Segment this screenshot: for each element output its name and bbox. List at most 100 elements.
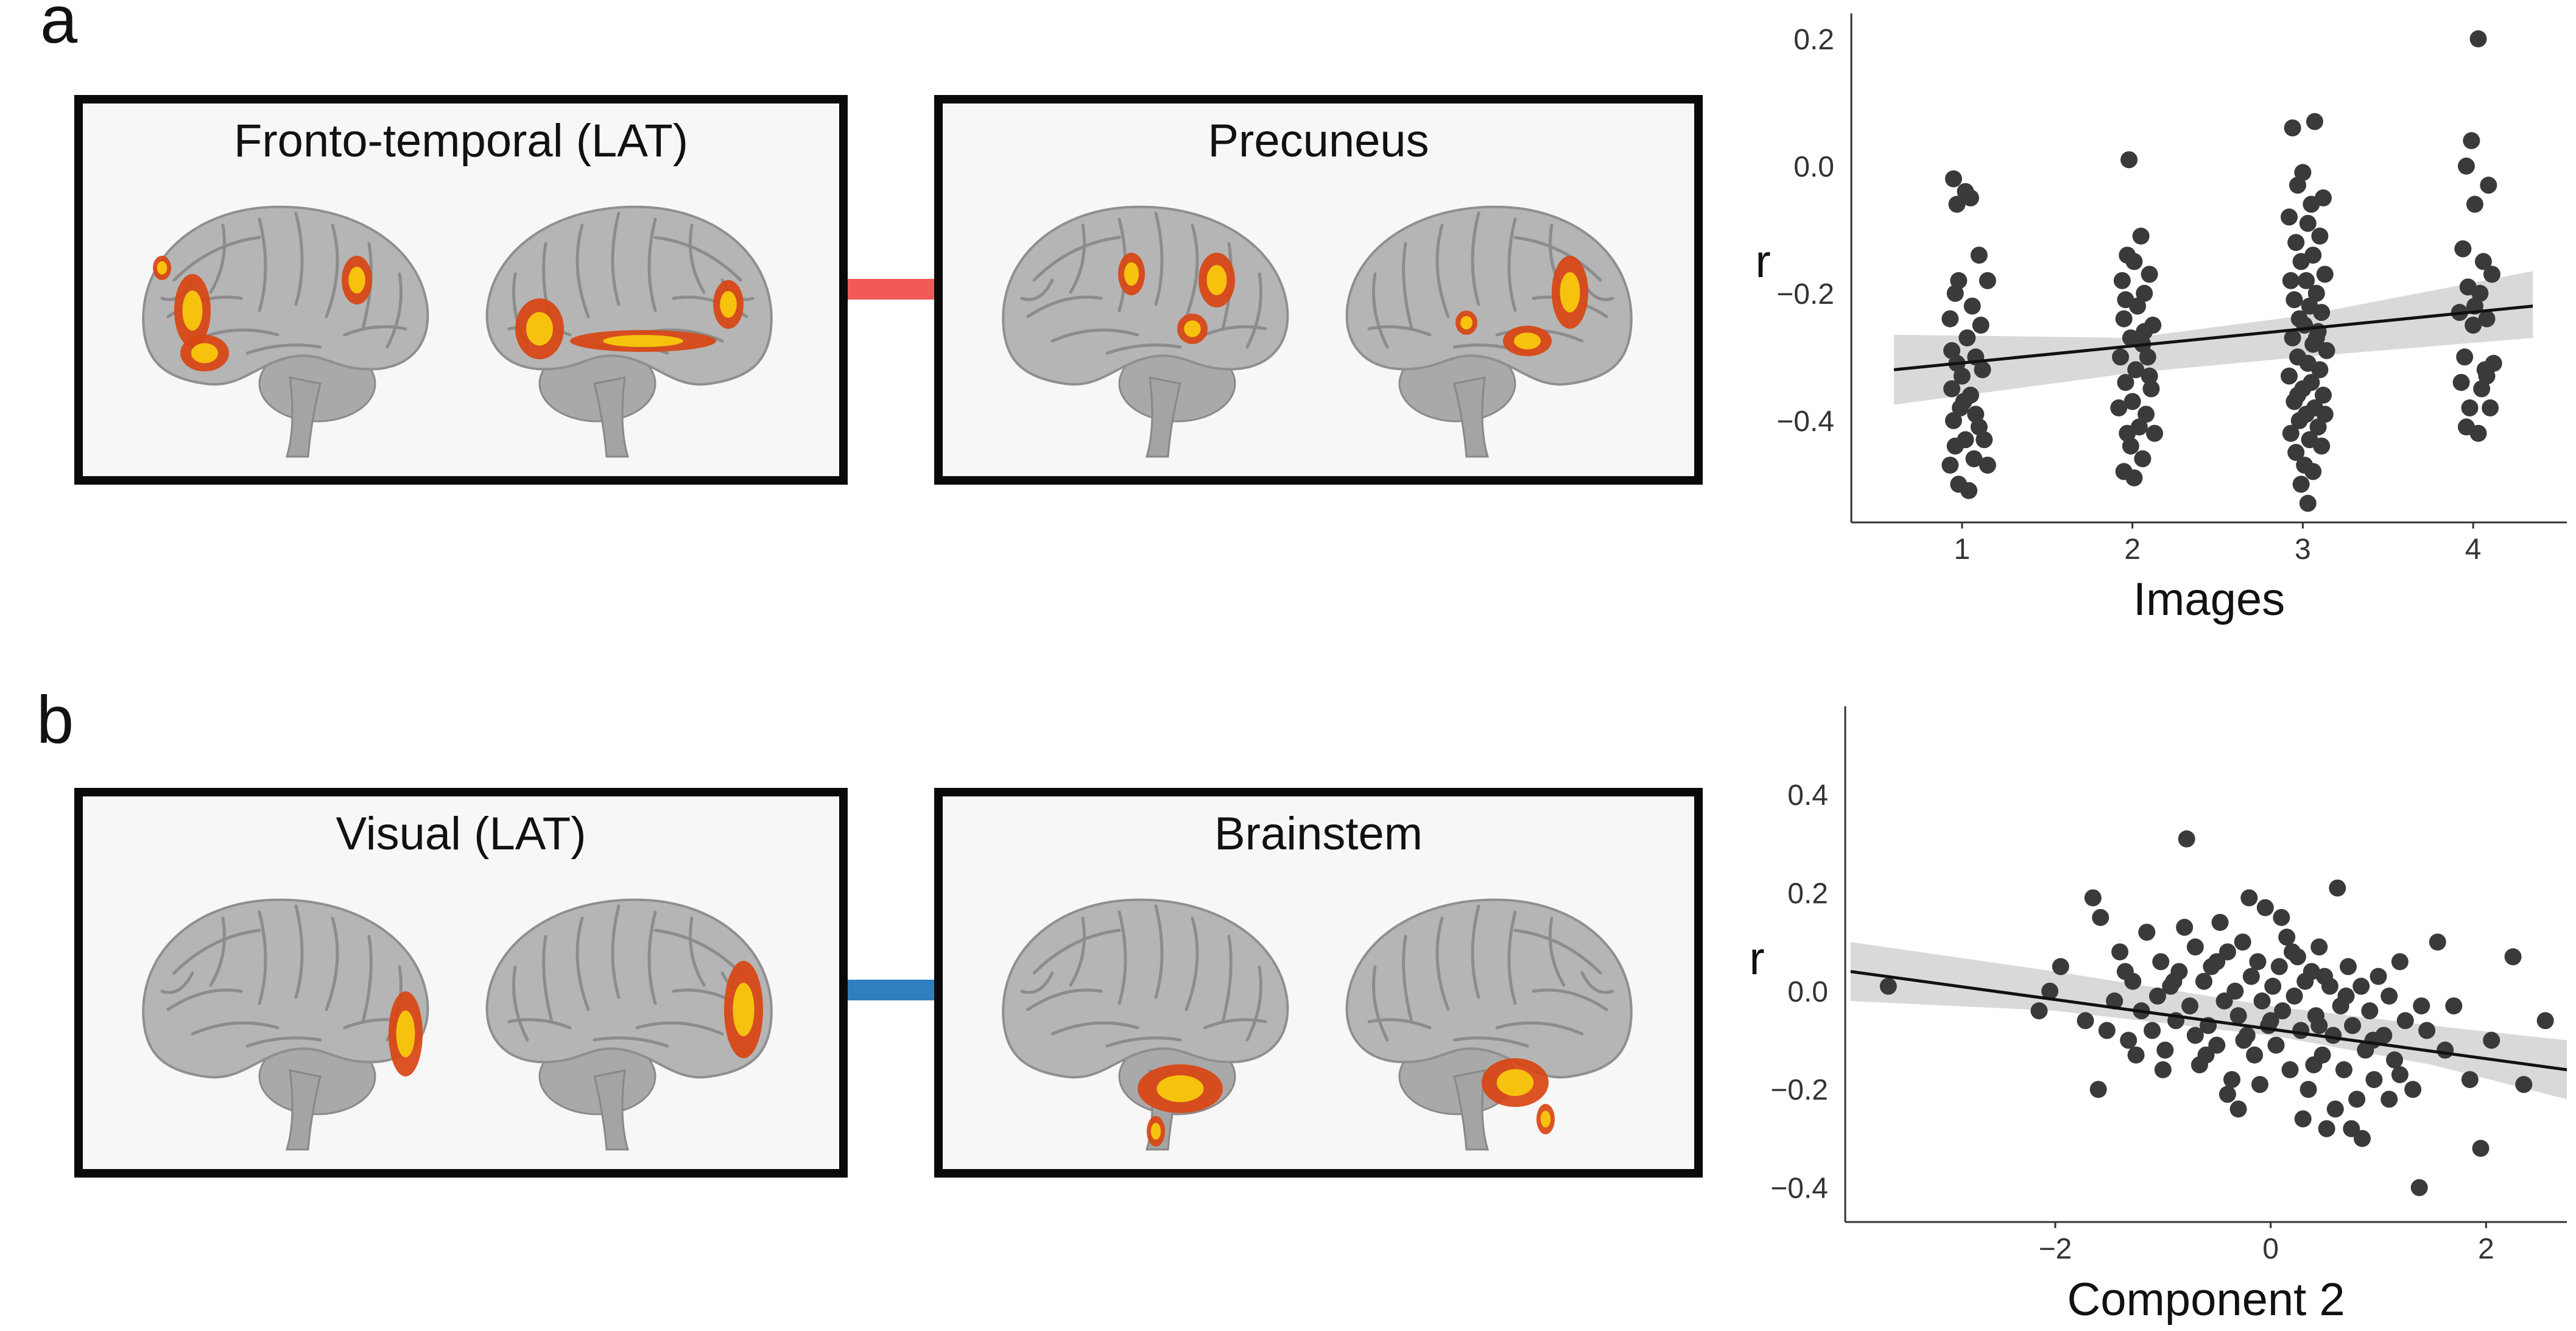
data-point: [2162, 977, 2180, 995]
data-point: [2178, 830, 2195, 848]
y-tick-label: 0.4: [1787, 779, 1828, 812]
data-point: [1957, 431, 1974, 449]
data-point: [2478, 310, 2496, 328]
data-point: [2129, 297, 2146, 315]
data-point: [2307, 1007, 2324, 1025]
data-point: [2469, 30, 2487, 47]
connector-b: [848, 980, 934, 1000]
data-point: [2246, 1046, 2264, 1064]
data-point: [2473, 380, 2491, 398]
data-point: [2301, 431, 2318, 449]
data-point: [1962, 189, 1979, 207]
data-point: [2314, 189, 2332, 207]
data-point: [2282, 272, 2300, 289]
data-point: [2181, 997, 2198, 1015]
data-point: [2381, 1090, 2398, 1108]
data-point: [2304, 335, 2322, 353]
data-point: [2536, 1012, 2554, 1030]
data-point: [2335, 1061, 2353, 1078]
data-point: [1972, 317, 1990, 334]
data-point: [2289, 948, 2306, 966]
y-axis-label: r: [1755, 236, 1770, 287]
data-point: [1965, 450, 1983, 468]
data-point: [2148, 987, 2166, 1005]
data-point: [2137, 406, 2155, 423]
data-point: [1955, 393, 1972, 410]
network-box-b-right: Brainstem: [934, 788, 1703, 1178]
data-point: [2242, 968, 2260, 985]
data-point: [2186, 938, 2204, 956]
data-point: [2474, 253, 2492, 270]
data-point: [2289, 348, 2306, 366]
data-point: [2119, 247, 2136, 264]
data-point: [2142, 380, 2160, 398]
chart-component2: −2 0 2 −0.4 −0.2 0.0 0.2 0.4 Component 2 r: [1749, 706, 2567, 1326]
data-point: [2348, 1090, 2366, 1108]
data-point: [1979, 272, 1996, 289]
data-point: [2077, 1012, 2094, 1030]
data-point: [2219, 943, 2236, 961]
data-point: [1953, 367, 1971, 385]
a-left-medial-brain: [485, 205, 773, 458]
data-point: [1952, 399, 1969, 416]
data-point: [2299, 214, 2317, 232]
regression-line: [1850, 970, 2567, 1072]
data-point: [2125, 253, 2143, 270]
data-point: [2290, 310, 2308, 328]
data-point: [2281, 1061, 2299, 1078]
data-point: [2483, 265, 2500, 283]
connector-a: [848, 279, 934, 300]
data-point: [2429, 933, 2446, 951]
data-point: [2117, 291, 2134, 309]
data-point: [2136, 284, 2153, 302]
data-point: [2124, 393, 2141, 410]
data-point: [2278, 929, 2296, 946]
data-point: [2307, 284, 2325, 302]
data-point: [2115, 310, 2133, 328]
data-point: [2482, 399, 2499, 416]
data-point: [2391, 953, 2409, 971]
data-point: [2092, 908, 2110, 926]
data-point: [2304, 247, 2322, 264]
data-point: [1958, 329, 1976, 346]
y-tick-label: 0.0: [1787, 976, 1828, 1008]
data-point: [2208, 1036, 2226, 1054]
y-tick-label: −0.4: [1770, 1173, 1828, 1205]
data-point: [2313, 304, 2331, 321]
a-right-medial-brain: [1345, 205, 1633, 458]
x-tick-label: −2: [2039, 1233, 2072, 1265]
data-point: [2310, 1017, 2328, 1034]
data-point: [2287, 444, 2305, 462]
data-point: [2306, 113, 2323, 130]
data-point: [2471, 284, 2489, 302]
data-point: [1943, 380, 1961, 398]
data-point: [2386, 1051, 2404, 1069]
chart-images: 1 2 3 4 −0.4 −0.2 0.0 0.2 Images r: [1755, 13, 2567, 625]
data-point: [2112, 348, 2130, 366]
x-tick-label: 3: [2295, 533, 2311, 566]
data-point: [1948, 354, 1966, 372]
data-point: [2316, 968, 2334, 985]
x-tick-label: 0: [2262, 1233, 2279, 1265]
data-point: [2089, 1081, 2107, 1098]
data-point: [2117, 374, 2134, 392]
data-point: [2466, 195, 2483, 213]
data-point: [2139, 348, 2156, 366]
data-point: [2133, 1002, 2150, 1020]
data-point: [2310, 938, 2328, 956]
panel-letter-a: a: [40, 0, 78, 57]
data-point: [2344, 1017, 2362, 1034]
data-point: [2306, 399, 2323, 416]
data-point: [2445, 997, 2463, 1015]
x-tick-label: 4: [2465, 533, 2482, 566]
data-point: [2303, 374, 2320, 392]
data-point: [2357, 1041, 2374, 1059]
data-point: [2437, 1041, 2454, 1059]
data-point: [1974, 361, 1991, 379]
data-point: [2052, 958, 2069, 975]
y-tick-label: −0.2: [1776, 278, 1834, 311]
y-tick-label: 0.2: [1793, 24, 1834, 56]
data-point: [2303, 195, 2320, 213]
data-point: [2280, 367, 2298, 385]
a-right-lateral-brain: [1002, 205, 1289, 458]
